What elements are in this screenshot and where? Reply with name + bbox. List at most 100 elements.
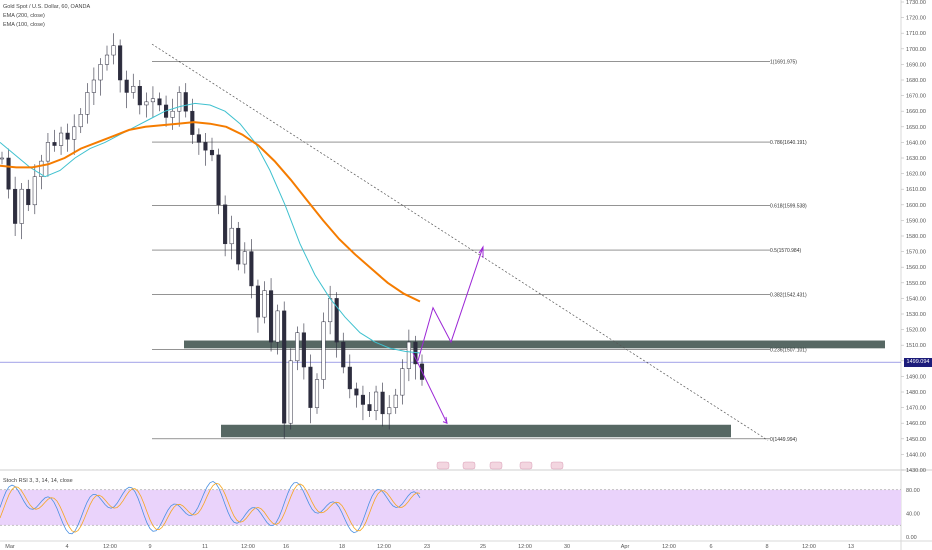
price-tick-label: 1480.00 (906, 390, 926, 396)
candle-body (301, 332, 306, 368)
ema100-line (0, 102, 421, 354)
candle-body (170, 110, 175, 118)
candle-body (354, 388, 359, 396)
candle-body (6, 157, 11, 190)
candle-body (269, 290, 274, 343)
price-tick-label: 1490.00 (906, 374, 926, 380)
resistance-zone (184, 340, 885, 349)
time-tick-label: 12:00 (241, 544, 255, 550)
ema100-legend: EMA (100, close) (3, 22, 45, 28)
candle-body (374, 391, 379, 411)
fib-label-0.382: 0.382(1542.431) (770, 293, 807, 299)
candle-body (400, 368, 405, 396)
candle-body (288, 360, 293, 424)
price-tick-label: 1680.00 (906, 78, 926, 84)
price-tick-label: 1710.00 (906, 31, 926, 37)
candlestick-series (0, 33, 425, 439)
fib-label-0.5: 0.5(1570.984) (770, 248, 801, 254)
price-tick-label: 1580.00 (906, 234, 926, 240)
event-flag-icon (489, 461, 503, 470)
candle-body (262, 290, 267, 318)
trendline (151, 43, 769, 441)
candle-body (45, 142, 50, 162)
candle-body (104, 54, 110, 65)
price-tick-label: 1540.00 (906, 296, 926, 302)
candle-body (328, 298, 333, 323)
candle-body (144, 101, 149, 106)
time-tick-label: 9 (148, 544, 151, 550)
price-tick-label: 1560.00 (906, 265, 926, 271)
time-tick-label: 4 (65, 544, 68, 550)
price-tick-label: 1720.00 (906, 16, 926, 22)
time-tick-label: 12:00 (802, 544, 816, 550)
time-tick-label: 13 (848, 544, 854, 550)
candle-body (341, 341, 346, 368)
candle-body (209, 149, 215, 156)
chart-symbol-title: Gold Spot / U.S. Dollar, 60, OANDA (3, 4, 91, 10)
candle-body (13, 188, 18, 224)
price-tick-label: 1620.00 (906, 172, 926, 178)
support-zone (221, 424, 731, 438)
price-tick-label: 1510.00 (906, 343, 926, 349)
price-tick-label: 1590.00 (906, 218, 926, 224)
price-tick-label: 1730.00 (906, 0, 926, 6)
stoch-tick-label: 80.00 (906, 488, 920, 494)
candle-body (150, 98, 155, 103)
event-flag-icon (519, 461, 533, 470)
candle-body (249, 251, 254, 287)
price-tick-label: 1600.00 (906, 203, 926, 209)
time-tick-label: 12:00 (103, 544, 117, 550)
candle-body (52, 142, 57, 146)
time-tick-label: 8 (765, 544, 768, 550)
candle-body (321, 321, 326, 380)
candle-body (308, 366, 313, 408)
descending-trendline (151, 43, 769, 441)
candle-body (203, 142, 208, 151)
price-axis: 1730.001720.001710.001700.001690.001680.… (5, 0, 926, 550)
fib-label-0.236: 0.236(1507.101) (770, 348, 807, 354)
candle-body (347, 366, 352, 390)
candle-body (314, 379, 320, 408)
candle-body (98, 64, 103, 81)
candle-body (196, 134, 201, 143)
price-tick-label: 1690.00 (906, 62, 926, 68)
candle-body (19, 188, 24, 224)
price-tick-label: 1520.00 (906, 328, 926, 334)
candle-body (406, 341, 411, 369)
candle-body (26, 188, 31, 206)
candle-body (72, 126, 77, 140)
price-tick-label: 1460.00 (906, 421, 926, 427)
last-price-tag: 1499.094 (904, 358, 932, 367)
candle-body (216, 154, 221, 206)
candle-body (111, 45, 116, 56)
time-tick-label: 30 (564, 544, 570, 550)
price-tick-label: 1440.00 (906, 452, 926, 458)
time-tick-label: 12:00 (518, 544, 532, 550)
candle-body (59, 132, 64, 146)
price-tick-label: 1570.00 (906, 250, 926, 256)
ema200-line (0, 121, 421, 303)
time-tick-label: 18 (339, 544, 345, 550)
stoch-rsi-pane: 80.00 40.00 0.00 (0, 480, 920, 541)
candle-body (360, 394, 365, 405)
time-tick-label: Mar (5, 544, 15, 550)
price-tick-label: 1610.00 (906, 187, 926, 193)
candle-body (91, 79, 96, 93)
candle-body (223, 204, 228, 245)
stoch-k-line (0, 480, 421, 535)
support-resistance-zones (0, 340, 901, 438)
event-flag-icon (550, 461, 564, 470)
candle-body (367, 404, 372, 411)
time-tick-label: Apr (621, 544, 630, 550)
candle-body (242, 251, 247, 265)
arrowhead (442, 416, 448, 424)
fib-label-0.618: 0.618(1599.538) (770, 204, 807, 210)
candle-body (65, 132, 70, 140)
candle-body (118, 45, 123, 81)
candle-body (39, 160, 44, 177)
price-tick-label: 1640.00 (906, 140, 926, 146)
time-tick-label: 6 (709, 544, 712, 550)
candle-body (137, 85, 142, 106)
candle-body (157, 98, 162, 106)
